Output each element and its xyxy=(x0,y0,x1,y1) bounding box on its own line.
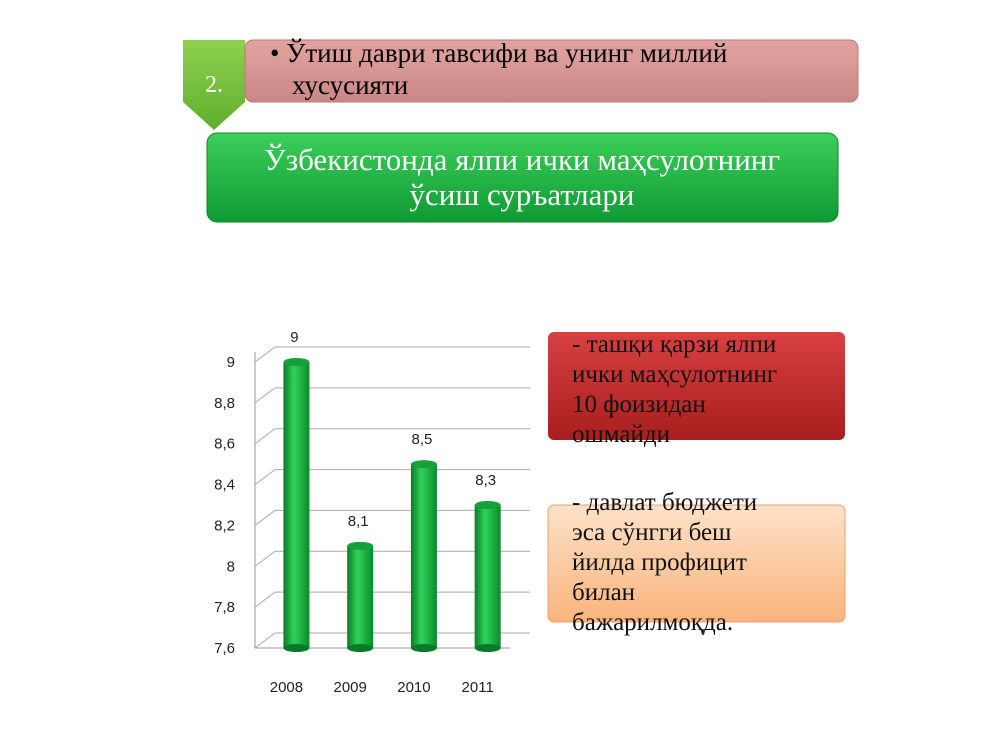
x-tick-label: 2010 xyxy=(397,679,430,696)
bar-top xyxy=(347,541,374,550)
subtitle-box xyxy=(206,132,839,223)
chevron xyxy=(183,40,245,130)
header-title: • Ўтиш даври тавсифи ва унинг миллий xyxy=(270,38,727,68)
note-line: 10 фоизидан xyxy=(572,391,706,418)
bar-top xyxy=(474,501,501,509)
note-line: билан xyxy=(572,579,635,606)
bar xyxy=(283,358,310,652)
bar-body xyxy=(283,362,310,648)
bar xyxy=(347,541,374,652)
header-number: 2. xyxy=(205,72,223,98)
bar-bottom xyxy=(347,644,374,652)
bar-top xyxy=(283,358,310,366)
header-box xyxy=(244,39,859,103)
value-label: 8,3 xyxy=(475,472,496,489)
note-line: ички маҳсулотнинг xyxy=(572,361,777,388)
note-box xyxy=(547,504,846,623)
grid-line xyxy=(254,428,530,445)
subtitle: ўсиш суръатлари xyxy=(410,177,635,212)
bar-bottom xyxy=(410,644,437,652)
note-line: - ташқи қарзи ялпи xyxy=(572,331,776,358)
bar xyxy=(474,501,501,652)
bar-body xyxy=(347,545,374,648)
value-label: 8,1 xyxy=(348,513,369,530)
note-line: - давлат бюджети xyxy=(572,489,757,516)
y-tick-label: 8,2 xyxy=(214,517,235,534)
grid-line xyxy=(254,632,530,649)
y-tick-label: 7,6 xyxy=(214,640,235,657)
value-label: 8,5 xyxy=(412,431,433,448)
note-box xyxy=(548,332,845,440)
x-tick-label: 2008 xyxy=(270,679,303,696)
subtitle: Ўзбекистонда ялпи ички маҳсулотнинг xyxy=(264,142,780,177)
bar-bottom xyxy=(283,644,310,652)
note-line: йилда профицит xyxy=(572,549,747,576)
note-line: ошмайди xyxy=(572,421,670,448)
x-tick-label: 2009 xyxy=(334,679,367,696)
grid-line xyxy=(254,469,530,485)
grid-line xyxy=(254,387,530,404)
y-tick-label: 9 xyxy=(227,354,235,371)
y-tick-label: 8,6 xyxy=(214,436,235,453)
y-tick-label: 8,4 xyxy=(214,477,235,494)
grid-line xyxy=(254,509,530,526)
bar xyxy=(410,460,437,652)
x-tick-label: 2011 xyxy=(462,679,494,696)
note-line: эса сўнгги беш xyxy=(572,519,731,546)
y-tick-label: 8,8 xyxy=(214,395,235,412)
note-line: бажарилмоқда. xyxy=(572,609,733,636)
y-tick-label: 7,8 xyxy=(214,599,235,616)
bar-body xyxy=(474,505,501,648)
bar-body xyxy=(410,464,437,648)
value-label: 9 xyxy=(290,329,298,346)
header-title: хусусияти xyxy=(292,70,408,100)
bar-bottom xyxy=(474,644,501,652)
grid-line xyxy=(254,550,530,567)
y-tick-label: 8 xyxy=(227,558,235,575)
bar-top xyxy=(410,460,437,469)
grid-line xyxy=(254,591,530,608)
grid-line xyxy=(254,346,530,363)
